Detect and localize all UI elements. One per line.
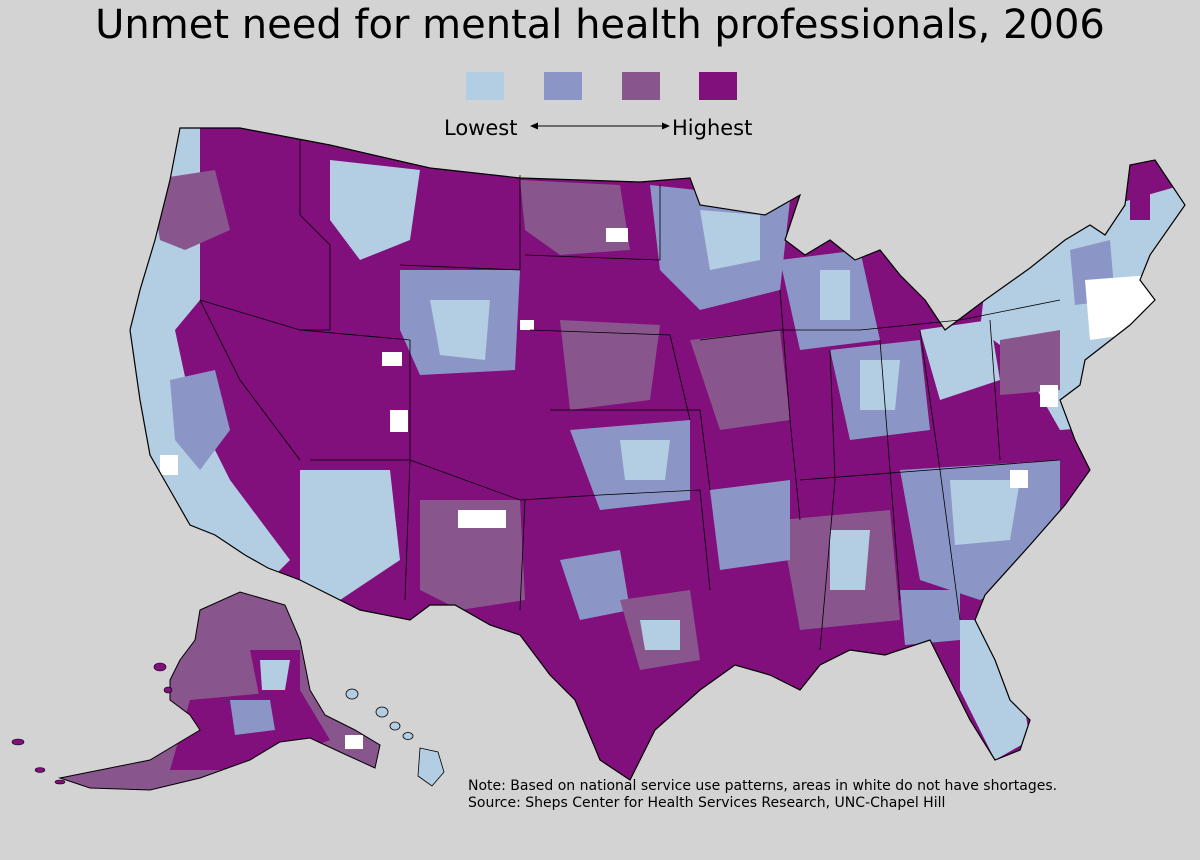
source-note: Note: Based on national service use patt… [468,778,1057,812]
legend-arrow-icon [530,122,670,130]
note-line-1: Note: Based on national service use patt… [468,778,1058,794]
legend-label-highest: Highest [672,116,753,140]
legend-swatch-4 [699,72,737,100]
legend: Lowest Highest [440,70,760,145]
aleutian-islands [11,662,173,785]
legend-swatch-3 [622,72,660,100]
legend-label-lowest: Lowest [444,116,518,140]
note-line-2: Source: Sheps Center for Health Services… [468,795,946,811]
hawaii [345,688,445,787]
legend-swatch-1 [466,72,504,100]
map-title: Unmet need for mental health professiona… [95,2,1105,48]
legend-swatch-2 [544,72,582,100]
